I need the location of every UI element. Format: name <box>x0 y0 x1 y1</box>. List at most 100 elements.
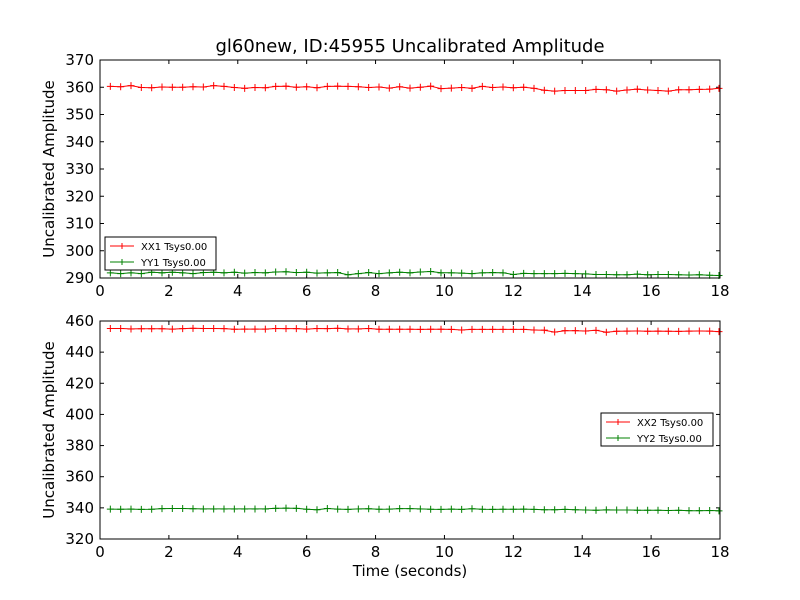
bottom-legend-entry-xx2: XX2 Tsys0.00 <box>606 418 703 429</box>
bottom-series-1-point <box>561 505 569 513</box>
legend-marker-xx2 <box>615 419 621 425</box>
top-series-1-point <box>654 270 662 278</box>
top-series-1-point <box>334 269 342 277</box>
bottom-legend-entry-yy2: YY2 Tsys0.00 <box>606 434 702 445</box>
top-series-1-point <box>344 271 352 279</box>
bottom-y-tick-label: 340 <box>65 499 94 517</box>
bottom-series-1-point <box>396 505 404 513</box>
bottom-series-0-point <box>323 325 331 333</box>
bottom-series-1-point <box>354 505 362 513</box>
top-y-tick-label: 340 <box>65 133 94 151</box>
top-series-1-point <box>396 268 404 276</box>
bottom-x-tick-label: 14 <box>573 543 592 561</box>
bottom-series-0-point <box>365 324 373 332</box>
top-series-1-point <box>571 270 579 278</box>
top-series-1-point <box>592 270 600 278</box>
top-subplot: Uncalibrated Amplitude 0 2 4 6 8 10 12 14 16 18 29… <box>40 51 730 300</box>
top-series-1-point <box>282 268 290 276</box>
legend-label-xx2: XX2 Tsys0.00 <box>637 418 703 429</box>
top-series-0-point <box>385 84 393 92</box>
bottom-series-0-point <box>427 325 435 333</box>
top-series-0-point <box>715 84 723 92</box>
legend-marker-yy2 <box>615 435 621 441</box>
bottom-series-0-point <box>458 326 466 334</box>
bottom-series-0-point <box>644 327 652 335</box>
bottom-series-1-point <box>509 505 517 513</box>
top-series-1-point <box>664 270 672 278</box>
figure-title: gl60new, ID:45955 Uncalibrated Amplitude <box>215 36 604 57</box>
bottom-series-0-point <box>664 327 672 335</box>
bottom-series-0-point <box>675 327 683 335</box>
bottom-series-1-point <box>344 505 352 513</box>
bottom-series-0-point <box>654 327 662 335</box>
bottom-series-0-point <box>602 328 610 336</box>
top-ticks: 0 2 4 6 8 10 12 14 16 18 290 300 310 320 330 340 350 360 3… <box>65 51 729 300</box>
top-series-1-point <box>292 269 300 277</box>
bottom-series-0-point <box>303 325 311 333</box>
bottom-y-tick-label: 420 <box>65 374 94 392</box>
bottom-series <box>106 324 723 515</box>
bottom-series-1-point <box>117 505 125 513</box>
bottom-series-0-point <box>251 325 259 333</box>
bottom-series-1-point <box>292 504 300 512</box>
bottom-series-1-point <box>602 506 610 514</box>
top-series-1-point <box>230 268 238 276</box>
top-series-0-point <box>664 87 672 95</box>
bottom-y-tick-label: 380 <box>65 437 94 455</box>
bottom-series-1-point <box>158 505 166 513</box>
bottom-series-0-point <box>715 328 723 336</box>
bottom-series-0-point <box>623 327 631 335</box>
bottom-series-1-point <box>375 505 383 513</box>
bottom-series-0-point <box>189 324 197 332</box>
bottom-series-0-point <box>220 325 228 333</box>
bottom-series-0-point <box>540 326 548 334</box>
top-series-0-point <box>282 82 290 90</box>
bottom-series-1-point <box>406 505 414 513</box>
bottom-series-0-point <box>437 325 445 333</box>
top-y-tick-label: 320 <box>65 187 94 205</box>
top-y-tick-label: 360 <box>65 78 94 96</box>
top-series-0-point <box>561 87 569 95</box>
bottom-series-1-point <box>251 505 259 513</box>
top-y-tick-label: 300 <box>65 242 94 260</box>
bottom-series-0-point <box>685 327 693 335</box>
bottom-series-0-point <box>344 325 352 333</box>
top-series-0-point <box>148 84 156 92</box>
bottom-series-1-point <box>654 506 662 514</box>
bottom-series-1-point <box>323 504 331 512</box>
top-series-0-point <box>675 86 683 94</box>
bottom-y-tick-label: 320 <box>65 530 94 548</box>
top-series-1-point <box>551 270 559 278</box>
bottom-series-1-point <box>282 504 290 512</box>
bottom-legend: XX2 Tsys0.00 YY2 Tsys0.00 <box>600 412 714 447</box>
bottom-series-1-point <box>261 505 269 513</box>
bottom-series-1-point <box>551 506 559 514</box>
top-series-0-point <box>272 82 280 90</box>
bottom-series-1-point <box>385 505 393 513</box>
bottom-series-1-point <box>540 506 548 514</box>
bottom-series-1-point <box>644 506 652 514</box>
bottom-series-0-point <box>282 325 290 333</box>
bottom-series-0-point <box>499 325 507 333</box>
top-legend-entry-xx1: XX1 Tsys0.00 <box>110 242 207 253</box>
top-series-0-point <box>613 87 621 95</box>
top-series-0-point <box>375 83 383 91</box>
bottom-series-0-point <box>137 325 145 333</box>
bottom-x-tick-label: 8 <box>371 543 381 561</box>
top-series-0-point <box>582 87 590 95</box>
bottom-series-1-point <box>499 505 507 513</box>
bottom-series-1-point <box>520 505 528 513</box>
top-series-1-point <box>189 270 197 278</box>
bottom-x-tick-label: 2 <box>164 543 174 561</box>
top-series-1-point <box>561 269 569 277</box>
top-x-tick-label: 10 <box>435 282 454 300</box>
bottom-series-1-point <box>706 507 714 515</box>
top-series-0-point <box>241 84 249 92</box>
bottom-series-0-point <box>292 325 300 333</box>
bottom-series-1-point <box>489 505 497 513</box>
top-series-0-point <box>158 83 166 91</box>
top-series-1-point <box>385 269 393 277</box>
top-series-0-point <box>354 83 362 91</box>
legend-label-xx1: XX1 Tsys0.00 <box>141 242 207 253</box>
top-series-1-point <box>613 271 621 279</box>
